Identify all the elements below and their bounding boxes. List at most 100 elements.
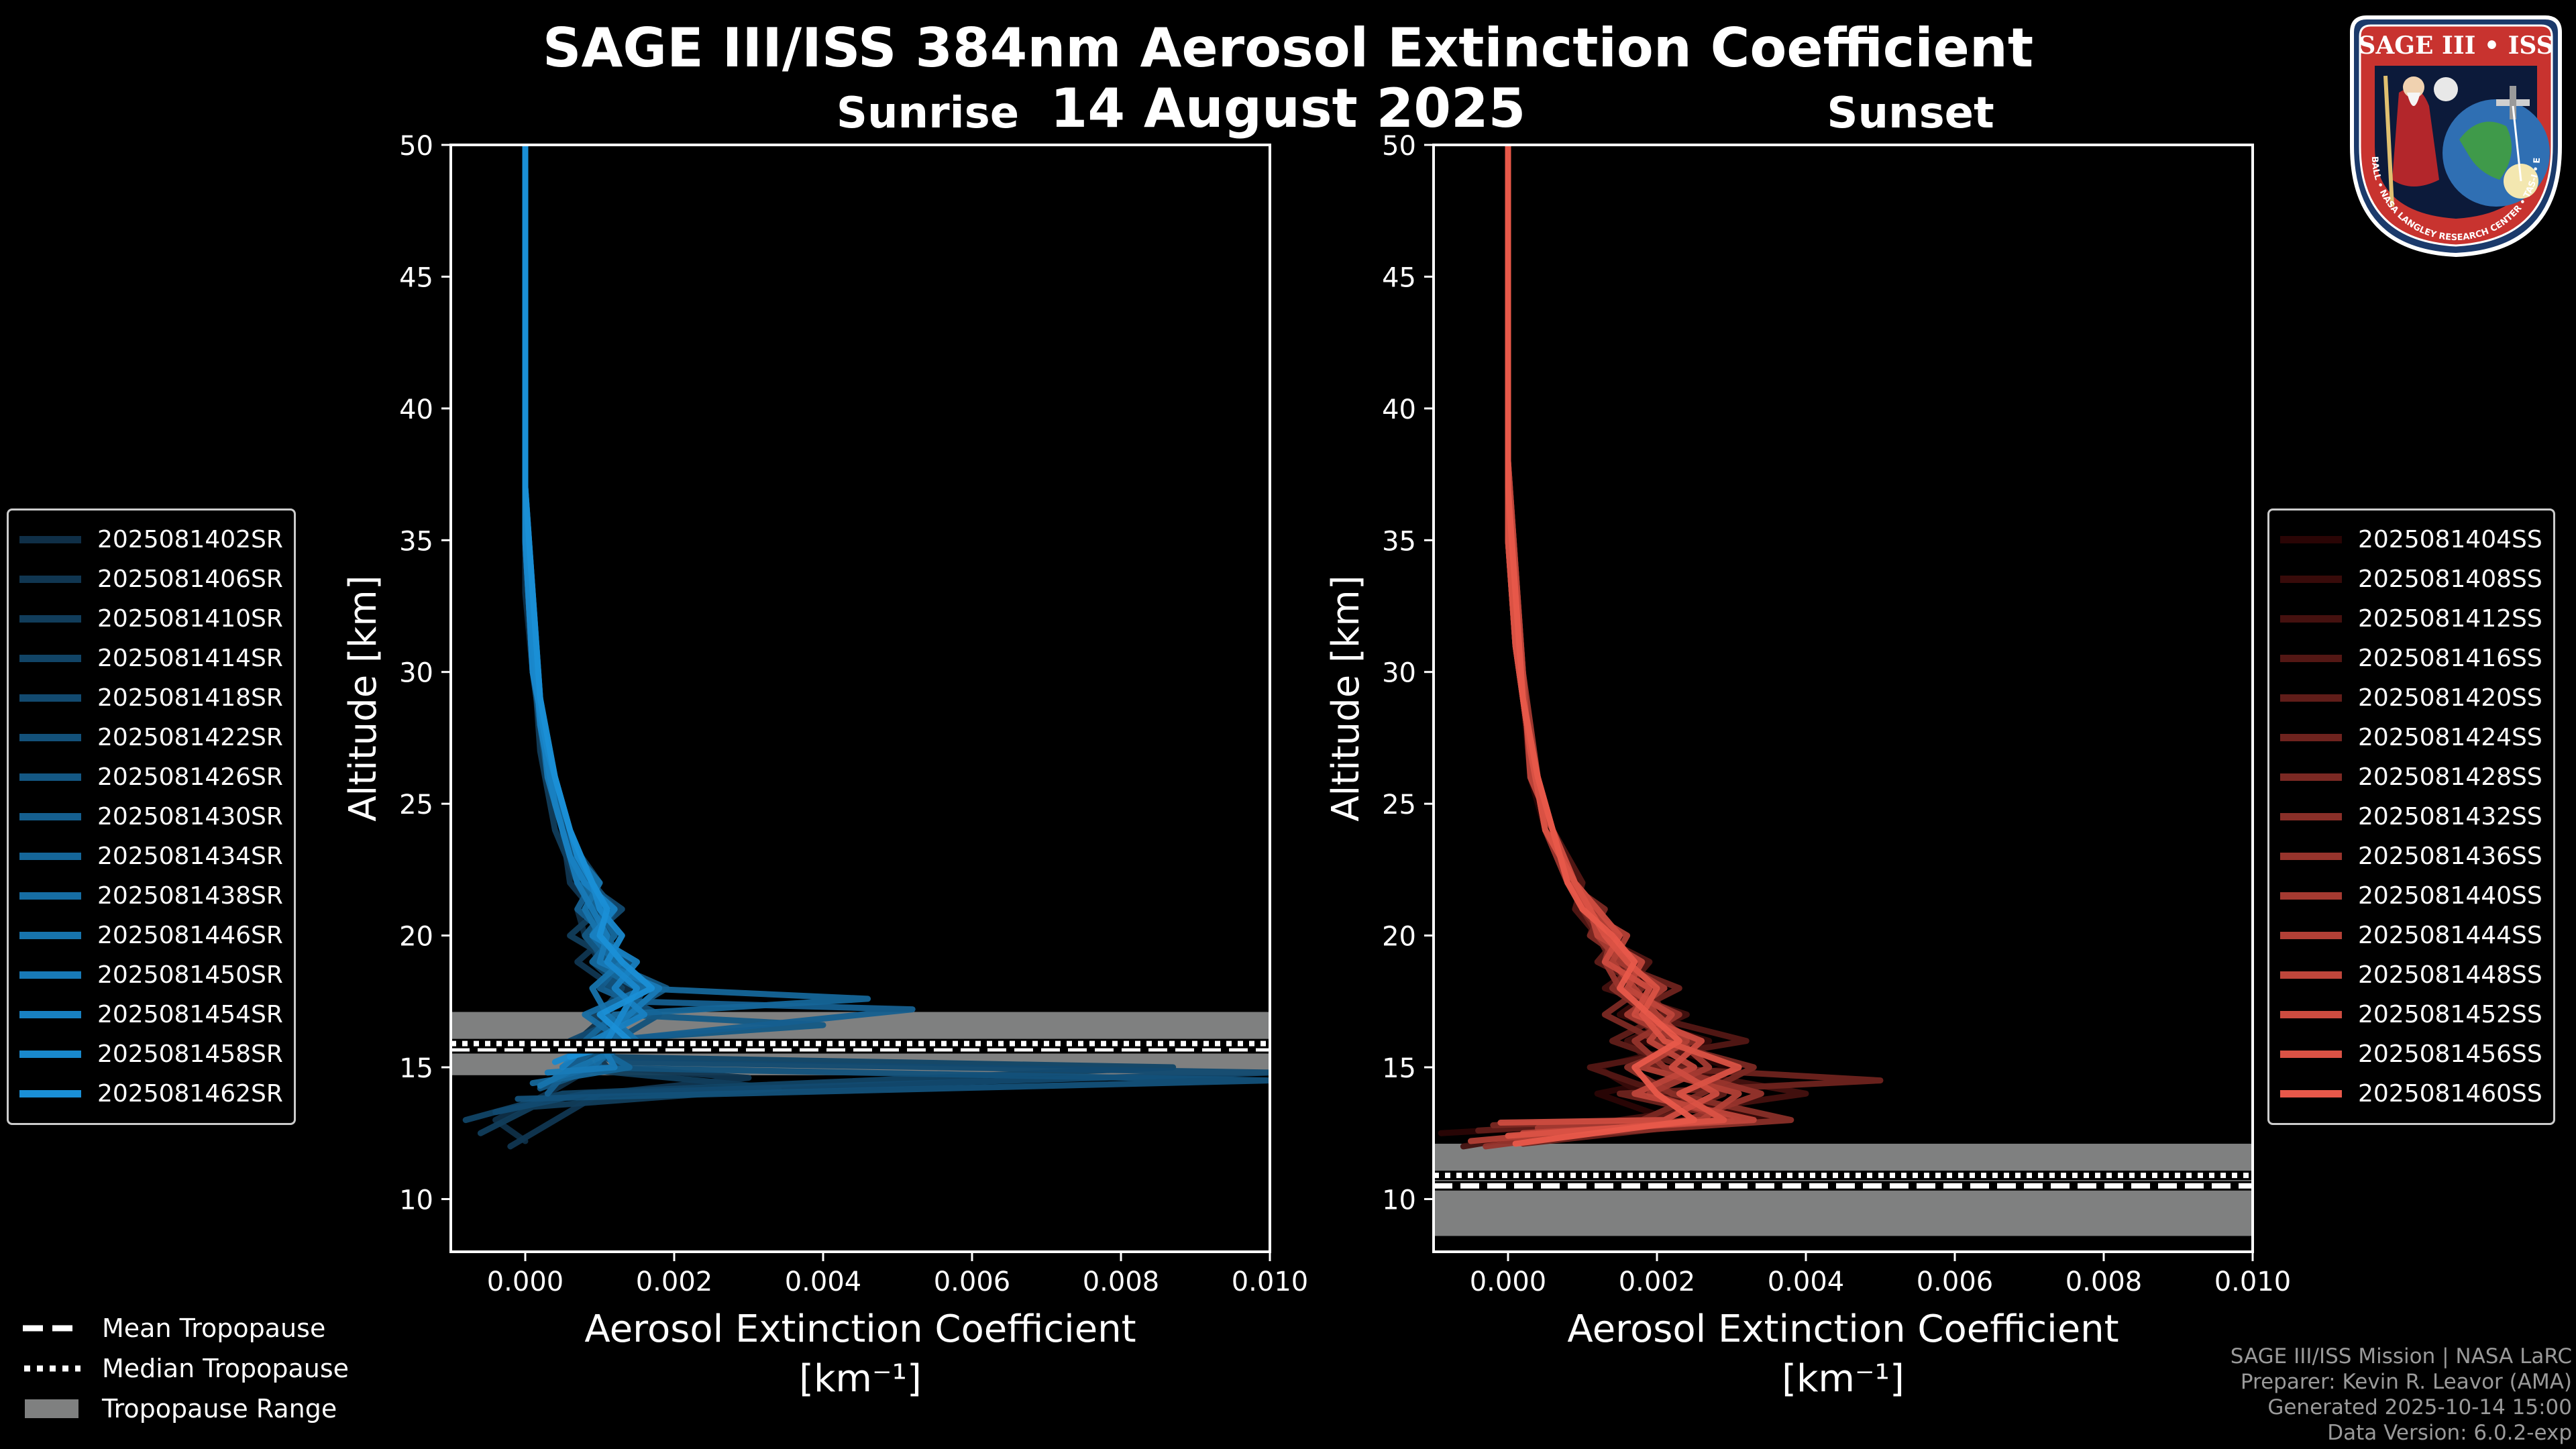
- legend-label: 2025081414SR: [97, 645, 283, 672]
- legend-label: 2025081450SR: [97, 961, 283, 989]
- sunrise-series-2025081462SR: [522, 145, 655, 1060]
- sunrise-ytick-label: 25: [399, 790, 433, 820]
- sunset-series-2025081452SS: [1497, 145, 1720, 1126]
- sunset-series-2025081424SS: [1505, 145, 1884, 1147]
- legend-item-2025081402SR: 2025081402SR: [19, 520, 283, 559]
- legend-item-2025081418SR: 2025081418SR: [19, 678, 283, 718]
- legend-swatch: [19, 1011, 81, 1018]
- sunrise-xtick-label: 0.008: [1083, 1267, 1160, 1297]
- legend-label: 2025081458SR: [97, 1040, 283, 1068]
- legend-label: 2025081448SS: [2358, 961, 2542, 989]
- sunrise-panel-title: Sunrise: [836, 89, 1020, 138]
- sunset-plot-frame: [1432, 144, 2254, 1253]
- sunrise-ytick-label: 15: [399, 1053, 433, 1084]
- sunrise-ytick-label: 45: [399, 262, 433, 293]
- sunrise-xtick-label: 0.004: [785, 1267, 862, 1297]
- legend-swatch: [2280, 892, 2342, 900]
- legend-swatch: [2280, 615, 2342, 623]
- legend-swatch: [2280, 773, 2342, 781]
- legend-item-2025081444SS: 2025081444SS: [2280, 916, 2542, 955]
- sunrise-xtick-label: 0.002: [636, 1267, 713, 1297]
- legend-label: 2025081430SR: [97, 803, 283, 830]
- sage-iii-iss-logo: SAGE III • ISS BALL • NASA LANGLEY RESEA…: [2345, 12, 2562, 258]
- sunrise-ytick-label: 50: [399, 131, 433, 162]
- sunset-xlabel: Aerosol Extinction Coefficient: [1567, 1307, 2118, 1351]
- legend-label: 2025081434SR: [97, 843, 283, 870]
- legend-swatch: [19, 536, 81, 543]
- legend-swatch: [2280, 971, 2342, 979]
- legend-swatch: [19, 1090, 81, 1097]
- legend-swatch: [19, 615, 81, 623]
- sunset-xtick-label: 0.000: [1470, 1267, 1547, 1297]
- sunset-ytick-label: 40: [1382, 394, 1416, 425]
- sunset-xtick-label: 0.010: [2214, 1267, 2292, 1297]
- sunset-xtick-label: 0.002: [1619, 1267, 1696, 1297]
- legend-item-2025081458SR: 2025081458SR: [19, 1034, 283, 1074]
- chart-title: SAGE III/ISS 384nm Aerosol Extinction Co…: [542, 17, 2034, 79]
- legend-item-2025081432SS: 2025081432SS: [2280, 797, 2542, 837]
- legend-label: 2025081460SS: [2358, 1080, 2542, 1108]
- legend-item-2025081462SR: 2025081462SR: [19, 1074, 283, 1114]
- legend-swatch: [19, 892, 81, 900]
- legend-label: 2025081404SS: [2358, 526, 2542, 553]
- legend-label: 2025081412SS: [2358, 605, 2542, 633]
- legend-swatch: [19, 773, 81, 781]
- legend-item-2025081436SS: 2025081436SS: [2280, 837, 2542, 876]
- legend-item-2025081434SR: 2025081434SR: [19, 837, 283, 876]
- median-tropopause-swatch: [24, 1365, 80, 1372]
- legend-item-2025081448SS: 2025081448SS: [2280, 955, 2542, 995]
- tropopause-range-legend-item: Tropopause Range: [23, 1389, 349, 1429]
- sunrise-series-2025081414SR: [462, 145, 1177, 1124]
- legend-label: 2025081410SR: [97, 605, 283, 633]
- sunrise-ytick-label: 30: [399, 658, 433, 689]
- legend-label: 2025081446SR: [97, 922, 283, 949]
- legend-swatch: [19, 1051, 81, 1058]
- tropopause-range-label: Tropopause Range: [102, 1394, 337, 1424]
- legend-label: 2025081402SR: [97, 526, 283, 553]
- sunset-xlabel-units: [km⁻¹]: [1782, 1357, 1904, 1401]
- sunrise-plot-frame: [449, 144, 1271, 1253]
- legend-label: 2025081408SS: [2358, 566, 2542, 593]
- legend-label: 2025081462SR: [97, 1080, 283, 1108]
- legend-item-2025081454SR: 2025081454SR: [19, 995, 283, 1034]
- legend-swatch: [2280, 536, 2342, 543]
- legend-swatch: [19, 655, 81, 662]
- legend-label: 2025081456SS: [2358, 1040, 2542, 1068]
- logo-title: SAGE III • ISS: [2358, 32, 2553, 60]
- legend-swatch: [19, 813, 81, 820]
- legend-swatch: [2280, 1051, 2342, 1058]
- legend-swatch: [19, 853, 81, 860]
- sunrise-series-2025081426SR: [522, 145, 826, 1091]
- legend-label: 2025081424SS: [2358, 724, 2542, 751]
- sunrise-legend: 2025081402SR 2025081406SR 2025081410SR 2025…: [7, 508, 296, 1125]
- legend-swatch: [19, 971, 81, 979]
- legend-swatch: [2280, 576, 2342, 583]
- sunset-ytick-label: 50: [1382, 131, 1416, 162]
- legend-label: 2025081406SR: [97, 566, 283, 593]
- sunset-ytick-label: 15: [1382, 1053, 1416, 1084]
- legend-swatch: [2280, 813, 2342, 820]
- sunrise-xtick-label: 0.000: [487, 1267, 564, 1297]
- legend-item-2025081412SS: 2025081412SS: [2280, 599, 2542, 639]
- sunrise-series-2025081430SR: [522, 145, 916, 1097]
- sunset-ytick-label: 10: [1382, 1185, 1416, 1216]
- sunrise-ylabel: Altitude [km]: [341, 575, 385, 821]
- median-tropopause-legend-item: Median Tropopause: [23, 1348, 349, 1389]
- footer-credits: SAGE III/ISS Mission | NASA LaRC Prepare…: [2231, 1344, 2572, 1446]
- mean-tropopause-legend-item: Mean Tropopause: [23, 1308, 349, 1348]
- legend-label: 2025081438SR: [97, 882, 283, 910]
- legend-label: 2025081426SR: [97, 763, 283, 791]
- sunrise-ytick-label: 10: [399, 1185, 433, 1216]
- legend-label: 2025081420SS: [2358, 684, 2542, 712]
- legend-label: 2025081422SR: [97, 724, 283, 751]
- legend-swatch: [2280, 694, 2342, 702]
- legend-item-2025081406SR: 2025081406SR: [19, 559, 283, 599]
- legend-item-2025081420SS: 2025081420SS: [2280, 678, 2542, 718]
- legend-item-2025081414SR: 2025081414SR: [19, 639, 283, 678]
- legend-item-2025081460SS: 2025081460SS: [2280, 1074, 2542, 1114]
- legend-item-2025081440SS: 2025081440SS: [2280, 876, 2542, 916]
- sunrise-xlabel: Aerosol Extinction Coefficient: [584, 1307, 1136, 1351]
- sunrise-ytick-label: 35: [399, 526, 433, 557]
- legend-swatch: [19, 694, 81, 702]
- sunset-series-2025081460SS: [1505, 145, 1697, 1147]
